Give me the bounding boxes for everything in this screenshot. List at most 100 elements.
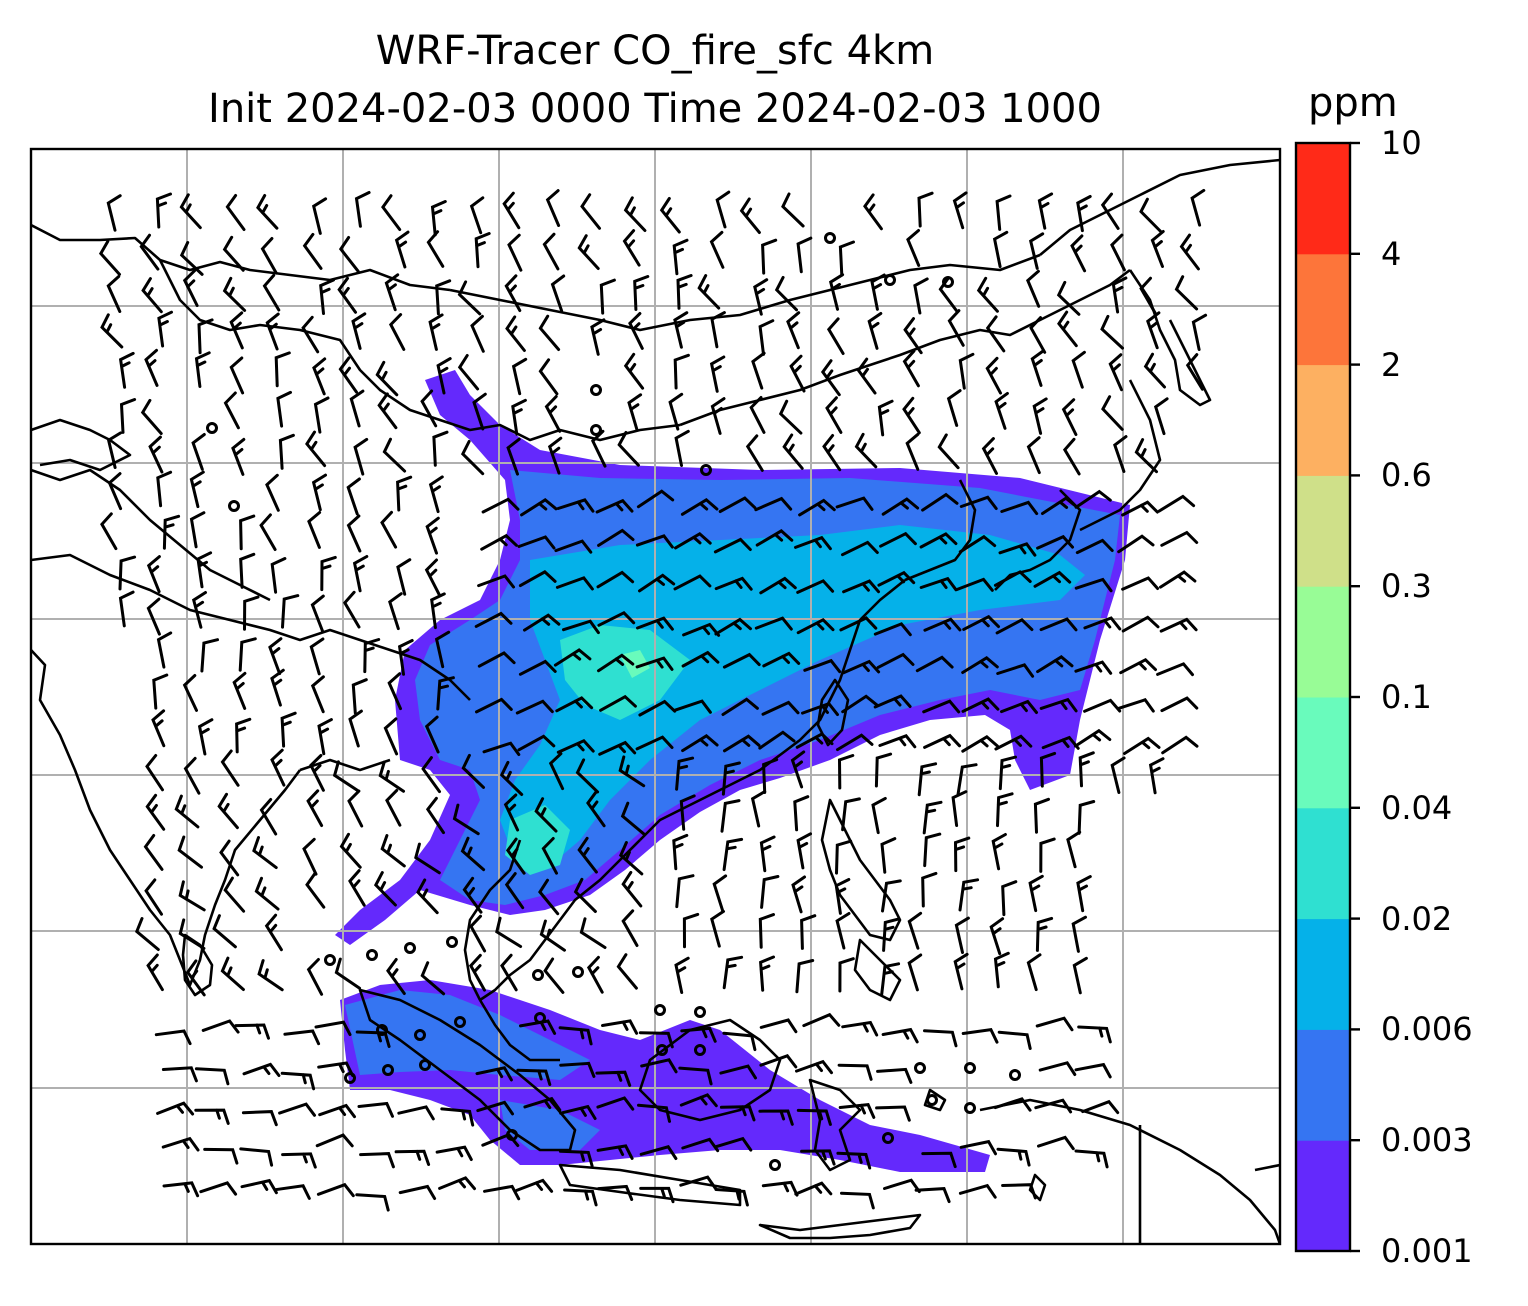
wind-barb: [397, 1105, 435, 1121]
wind-barb: [1039, 617, 1078, 632]
wind-barb: [460, 440, 485, 476]
wind-barb: [1034, 1098, 1073, 1114]
wind-barb: [959, 495, 998, 510]
wind-barb: [919, 576, 958, 592]
wind-barb: [628, 312, 644, 350]
wind-barb: [976, 276, 999, 313]
wind-barb: [194, 351, 211, 388]
wind-barb: [946, 389, 962, 427]
wind-barb: [635, 534, 674, 549]
wind-barb: [1036, 534, 1074, 550]
wind-barb: [618, 841, 644, 876]
wind-barb: [595, 1070, 632, 1087]
wind-barb: [270, 668, 285, 707]
wind-barb: [856, 357, 877, 395]
calm-wind-circle: [656, 1044, 668, 1056]
wind-barb: [118, 590, 135, 628]
wind-barb: [483, 1184, 521, 1201]
wind-barb: [778, 399, 803, 435]
wind-barb: [460, 836, 486, 872]
wind-barb: [243, 595, 260, 631]
wind-barb: [842, 659, 881, 675]
wind-barb: [438, 1176, 476, 1191]
wind-barb: [828, 273, 845, 311]
wind-barb: [347, 789, 364, 828]
wind-barb: [882, 917, 901, 952]
wind-barb: [461, 753, 485, 789]
wind-barb: [154, 1029, 192, 1046]
wind-barb: [1071, 350, 1086, 389]
wind-barb: [923, 733, 961, 749]
wind-barb: [194, 1108, 230, 1125]
calm-wind-circle: [1009, 1069, 1021, 1081]
wind-barb: [185, 959, 206, 997]
colorbar-tick-label: 0.3: [1381, 567, 1432, 606]
wind-barb: [212, 914, 237, 949]
wind-barb: [994, 391, 1009, 430]
wind-barb: [148, 435, 164, 474]
wind-barb: [440, 1107, 475, 1127]
wind-barb: [1025, 269, 1041, 308]
plume-hotspot-light: [620, 650, 650, 678]
wind-barb: [436, 676, 455, 711]
wind-barb: [749, 396, 766, 434]
wind-barb: [424, 715, 440, 754]
wind-barb: [1037, 1135, 1075, 1151]
wind-barb: [881, 1027, 919, 1044]
wind-barb: [838, 957, 855, 993]
wind-barb: [922, 699, 961, 714]
wind-barb: [516, 1068, 552, 1086]
wind-barb: [995, 194, 1012, 231]
wind-barb: [762, 758, 779, 794]
wind-barb: [993, 1097, 1032, 1112]
wind-barb: [313, 396, 330, 434]
wind-barb: [796, 236, 813, 274]
wind-barb: [1062, 437, 1081, 476]
wind-barb: [992, 230, 1009, 269]
wind-barb: [996, 1147, 1031, 1167]
wind-barb: [161, 1066, 198, 1083]
wind-barb: [141, 277, 163, 314]
wind-barb: [1121, 500, 1159, 517]
calm-wind-circle: [884, 274, 896, 286]
wind-barb: [314, 1020, 352, 1037]
wind-barb: [863, 193, 883, 231]
wind-barb: [384, 273, 400, 312]
wind-barb: [457, 354, 480, 391]
wind-barb: [242, 1062, 281, 1077]
wind-barb: [349, 389, 365, 428]
wind-barb: [681, 734, 719, 753]
wind-barb: [217, 792, 239, 830]
wind-barb: [759, 576, 797, 595]
wind-barb: [317, 718, 333, 756]
wind-barb: [796, 617, 835, 635]
wind-barb: [876, 652, 915, 669]
calm-wind-circle: [926, 1094, 938, 1106]
wind-barb: [760, 875, 780, 909]
calm-wind-circle: [824, 232, 836, 244]
wind-barb: [342, 590, 361, 629]
wind-barb: [820, 359, 841, 397]
wind-barb: [268, 637, 283, 676]
wind-barb: [229, 356, 245, 395]
wind-barb: [302, 232, 323, 270]
wind-barb: [714, 617, 752, 636]
wind-barb: [1035, 916, 1054, 952]
wind-barb: [196, 551, 213, 589]
wind-barb: [229, 311, 244, 350]
wind-barb: [638, 699, 677, 717]
wind-barb: [638, 573, 676, 593]
calm-wind-circle: [694, 1006, 706, 1018]
wind-barb: [958, 878, 980, 912]
wind-barb: [996, 663, 1035, 678]
wind-barb: [191, 433, 206, 471]
wind-barb: [1001, 880, 1018, 917]
wind-barb: [388, 313, 406, 351]
wind-barb: [505, 315, 526, 352]
wind-barb: [135, 917, 160, 951]
wind-barb: [1121, 615, 1160, 633]
wind-barb: [1077, 800, 1096, 835]
wind-barb: [989, 917, 1005, 956]
calm-wind-circle: [654, 1004, 666, 1016]
wind-barb: [633, 275, 650, 311]
